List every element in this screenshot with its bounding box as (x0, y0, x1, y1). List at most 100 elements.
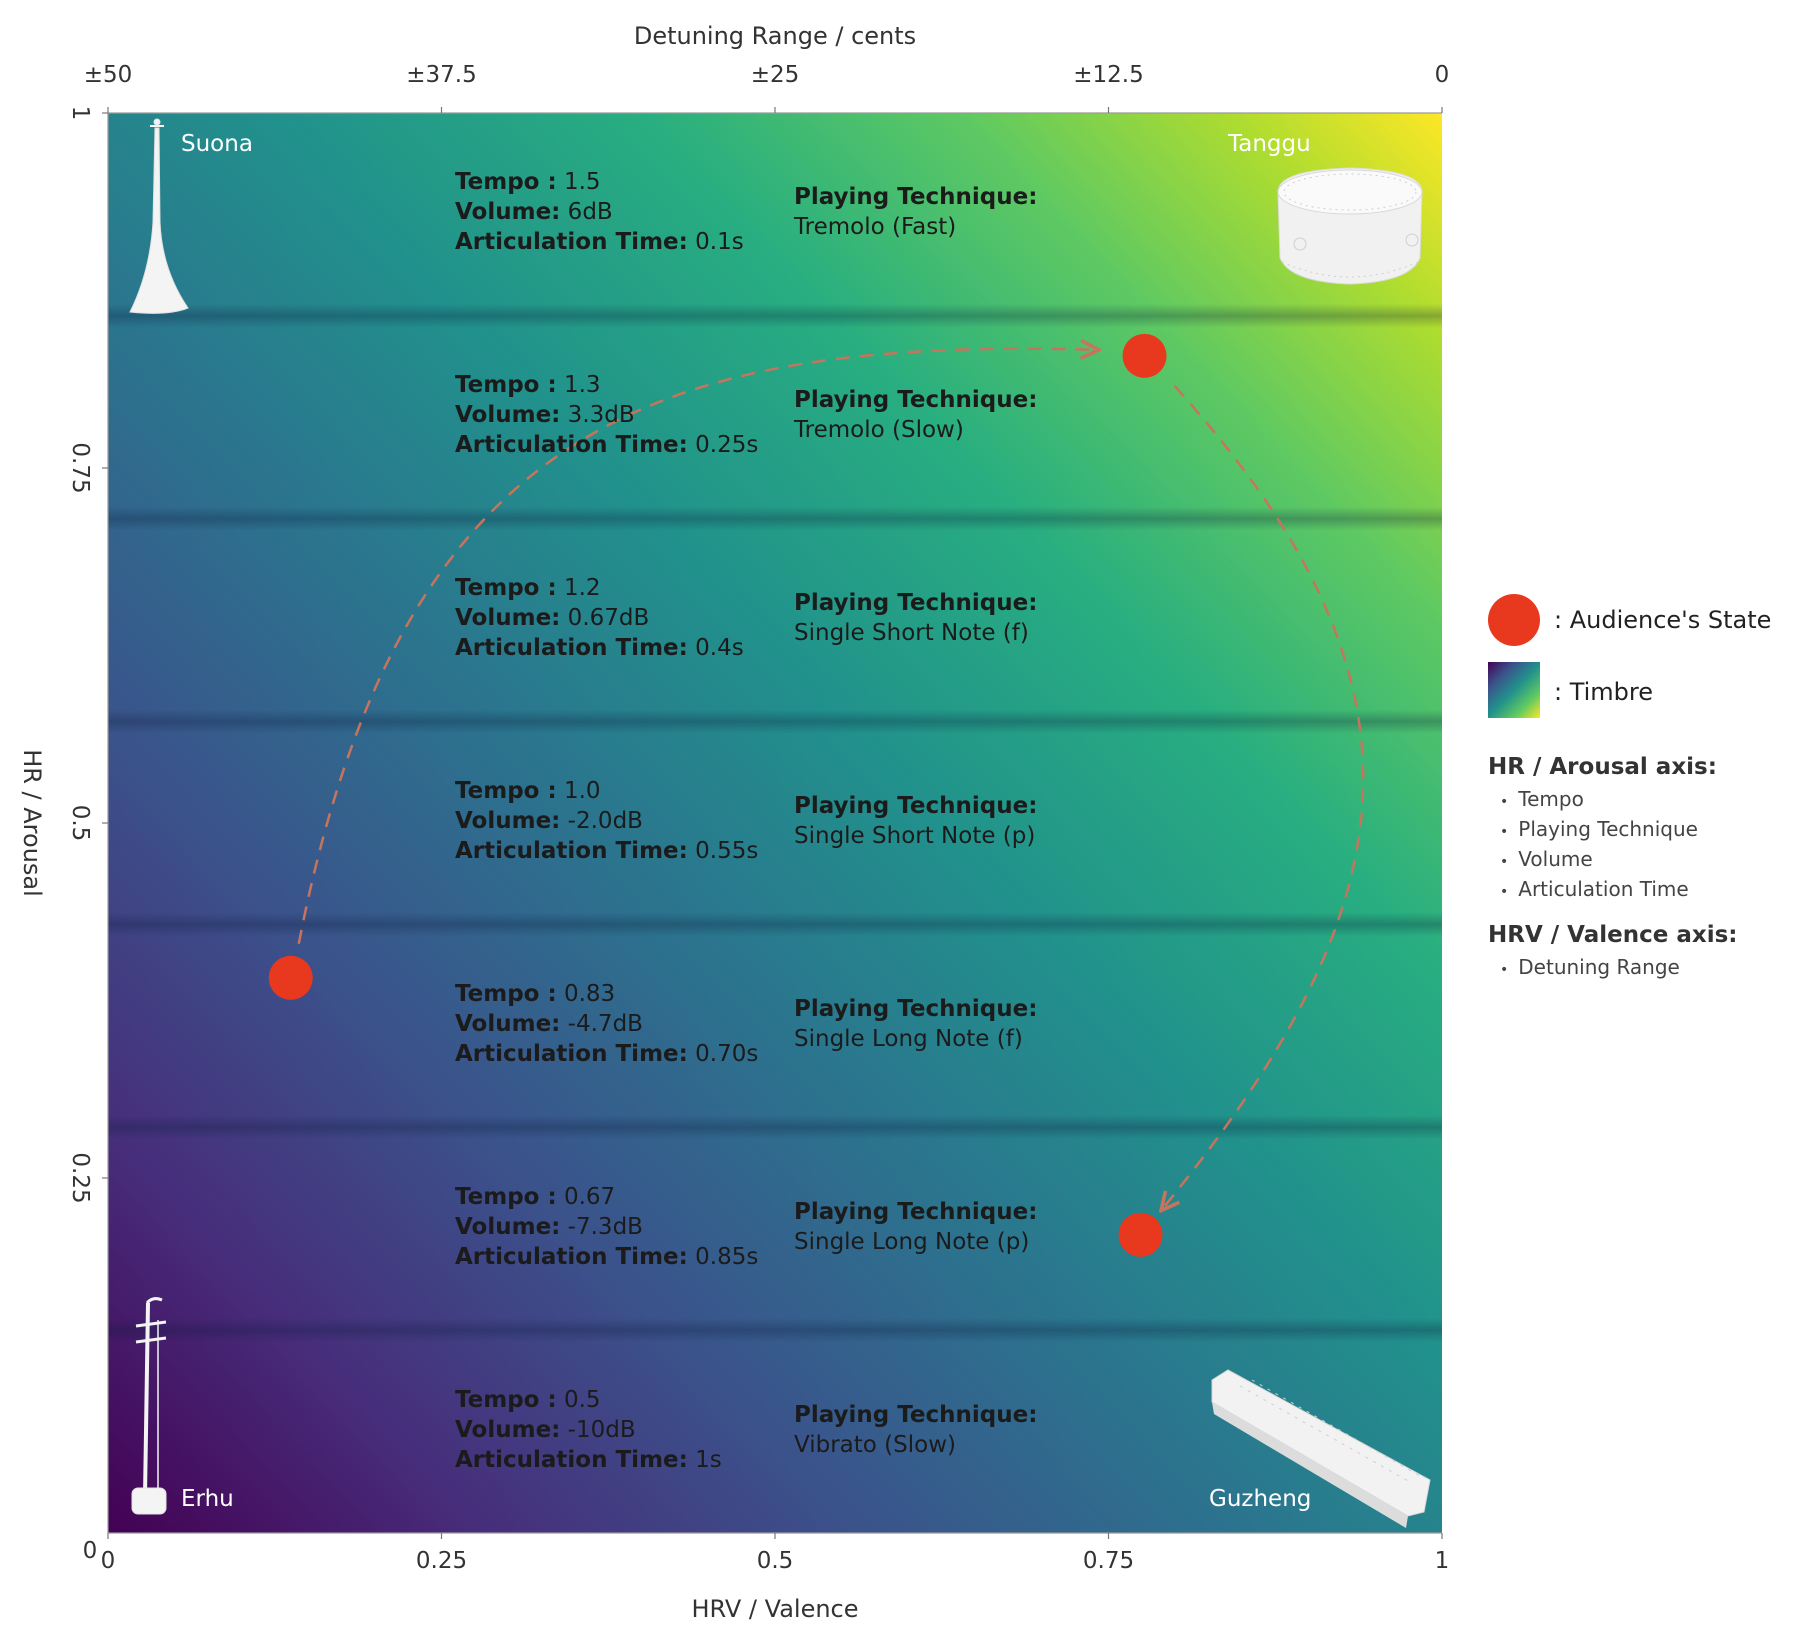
legend-list-item: Tempo (1500, 786, 1800, 816)
technique-label: Playing Technique: (794, 387, 1038, 414)
band-param-line: Volume: 3.3dB (455, 400, 758, 430)
instrument-label-guzheng: Guzheng (1209, 1486, 1312, 1512)
band-param-line: Tempo : 1.0 (455, 776, 758, 806)
band-param-label: Articulation Time: (455, 432, 688, 459)
band-param-line: Tempo : 0.67 (455, 1182, 758, 1212)
axis-lines (102, 107, 1443, 1539)
band-param-label: Volume: (455, 605, 561, 632)
legend-list-item: Detuning Range (1500, 954, 1800, 984)
legend: : Audience's State : Timbre HR / Arousal… (1488, 590, 1800, 984)
band-param-line: Tempo : 1.5 (455, 167, 744, 197)
legend-hr-list: TempoPlaying TechniqueVolumeArticulation… (1488, 786, 1800, 906)
erhu-icon (131, 1297, 167, 1515)
band-params: Tempo : 1.0 Volume: -2.0dB Articulation Ti… (455, 776, 758, 866)
band-param-value: 0.70s (687, 1040, 759, 1067)
x-axis-tick-label: 0 (100, 1548, 116, 1574)
band-separator (108, 1115, 1442, 1140)
band-param-label: Tempo : (455, 372, 557, 399)
band-param-label: Volume: (455, 402, 561, 429)
band-separator (108, 912, 1442, 937)
band-param-line: Volume: -2.0dB (455, 806, 758, 836)
technique-value: Single Short Note (f) (794, 620, 1029, 647)
band-param-line: Volume: -10dB (455, 1415, 722, 1445)
legend-list-item: Playing Technique (1500, 816, 1800, 846)
band-param-line: Tempo : 0.5 (455, 1385, 722, 1415)
y-axis-tick-label: 0.75 (67, 442, 93, 494)
legend-state-label: : Audience's State (1554, 606, 1772, 634)
band-param-value: 0.85s (687, 1243, 759, 1270)
trajectory-paths (297, 349, 1365, 1209)
band-param-value: 1.3 (556, 372, 601, 399)
band-param-value: 1.5 (556, 169, 601, 196)
band-params: Tempo : 0.5 Volume: -10dB Articulation Tim… (455, 1385, 722, 1475)
timbre-swatch (1488, 662, 1540, 718)
tanggu-icon (1277, 167, 1423, 285)
y-axis-tick-label: 0.5 (67, 804, 93, 842)
top-axis-tick-label: 0 (1434, 62, 1450, 88)
band-param-label: Articulation Time: (455, 1243, 688, 1270)
top-axis-tick-label: ±37.5 (406, 62, 477, 88)
band-param-label: Tempo : (455, 1386, 557, 1413)
audience-state-points (268, 333, 1167, 1257)
legend-list-item: Articulation Time (1500, 876, 1800, 906)
band-technique: Playing Technique: Vibrato (Slow) (794, 1400, 1037, 1460)
technique-value: Single Long Note (f) (794, 1025, 1023, 1052)
top-axis-tick-label: ±25 (750, 62, 800, 88)
technique-label: Playing Technique: (794, 590, 1038, 617)
band-params: Tempo : 0.67 Volume: -7.3dB Articulation T… (455, 1182, 758, 1272)
legend-hrv-heading: HRV / Valence axis: (1488, 922, 1738, 948)
band-separator (108, 1318, 1442, 1343)
band-param-value: 1.2 (556, 575, 601, 602)
audience-state-swatch (1488, 594, 1540, 646)
band-param-value: 0.67dB (560, 605, 650, 632)
band-param-value: 0.83 (556, 980, 616, 1007)
band-param-line: Articulation Time: 0.1s (455, 227, 744, 257)
x-axis-tick-label: 1 (1434, 1548, 1450, 1574)
band-separator (108, 506, 1442, 531)
band-param-value: 1s (687, 1446, 722, 1473)
technique-value: Single Long Note (p) (794, 1228, 1030, 1255)
top-axis-title: Detuning Range / cents (633, 22, 917, 50)
technique-label: Playing Technique: (794, 995, 1038, 1022)
band-param-line: Volume: -4.7dB (455, 1009, 758, 1039)
band-param-label: Volume: (455, 808, 561, 834)
band-separators (108, 303, 1442, 1343)
top-axis-tick-label: ±12.5 (1073, 62, 1144, 88)
band-param-line: Tempo : 0.83 (455, 979, 758, 1009)
band-param-value: -7.3dB (560, 1213, 643, 1240)
top-axis-tick-label: ±50 (83, 62, 133, 88)
band-param-value: -2.0dB (560, 808, 643, 834)
band-param-label: Volume: (455, 1010, 561, 1037)
legend-list-item: Volume (1500, 846, 1800, 876)
band-separator (108, 709, 1442, 734)
band-param-value: 0.5 (556, 1386, 601, 1413)
band-param-line: Volume: 6dB (455, 197, 744, 227)
audience-state-point (1122, 333, 1167, 378)
legend-timbre-row: : Timbre (1488, 662, 1800, 744)
technique-label: Playing Technique: (794, 1401, 1038, 1428)
technique-label: Playing Technique: (794, 1198, 1038, 1225)
band-param-line: Volume: -7.3dB (455, 1212, 758, 1242)
technique-label: Playing Technique: (794, 793, 1038, 819)
band-technique: Playing Technique: Single Long Note (f) (794, 994, 1037, 1054)
band-params: Tempo : 1.3 Volume: 3.3dB Articulation Tim… (455, 370, 758, 460)
audience-state-point (1118, 1212, 1163, 1257)
band-param-label: Articulation Time: (455, 838, 688, 864)
band-param-line: Tempo : 1.3 (455, 370, 758, 400)
band-param-value: 0.55s (687, 838, 759, 864)
x-axis-title: HRV / Valence (691, 1595, 859, 1623)
instrument-label-tanggu: Tanggu (1228, 131, 1311, 157)
band-param-value: -4.7dB (560, 1010, 643, 1037)
band-technique: Playing Technique: Single Short Note (f) (794, 588, 1037, 648)
band-param-label: Articulation Time: (455, 229, 688, 256)
instrument-label-suona: Suona (181, 131, 253, 157)
band-param-line: Articulation Time: 0.4s (455, 633, 744, 663)
band-technique: Playing Technique: Tremolo (Slow) (794, 385, 1037, 445)
technique-value: Vibrato (Slow) (794, 1431, 956, 1458)
x-axis-tick-label: 0.25 (415, 1548, 468, 1574)
band-param-label: Tempo : (455, 575, 557, 602)
legend-state-row: : Audience's State (1488, 590, 1800, 662)
origin-tick-label: 0 (82, 1538, 98, 1564)
band-params: Tempo : 1.5 Volume: 6dB Articulation Time:… (455, 167, 744, 257)
band-technique: Playing Technique: Single Long Note (p) (794, 1197, 1037, 1257)
